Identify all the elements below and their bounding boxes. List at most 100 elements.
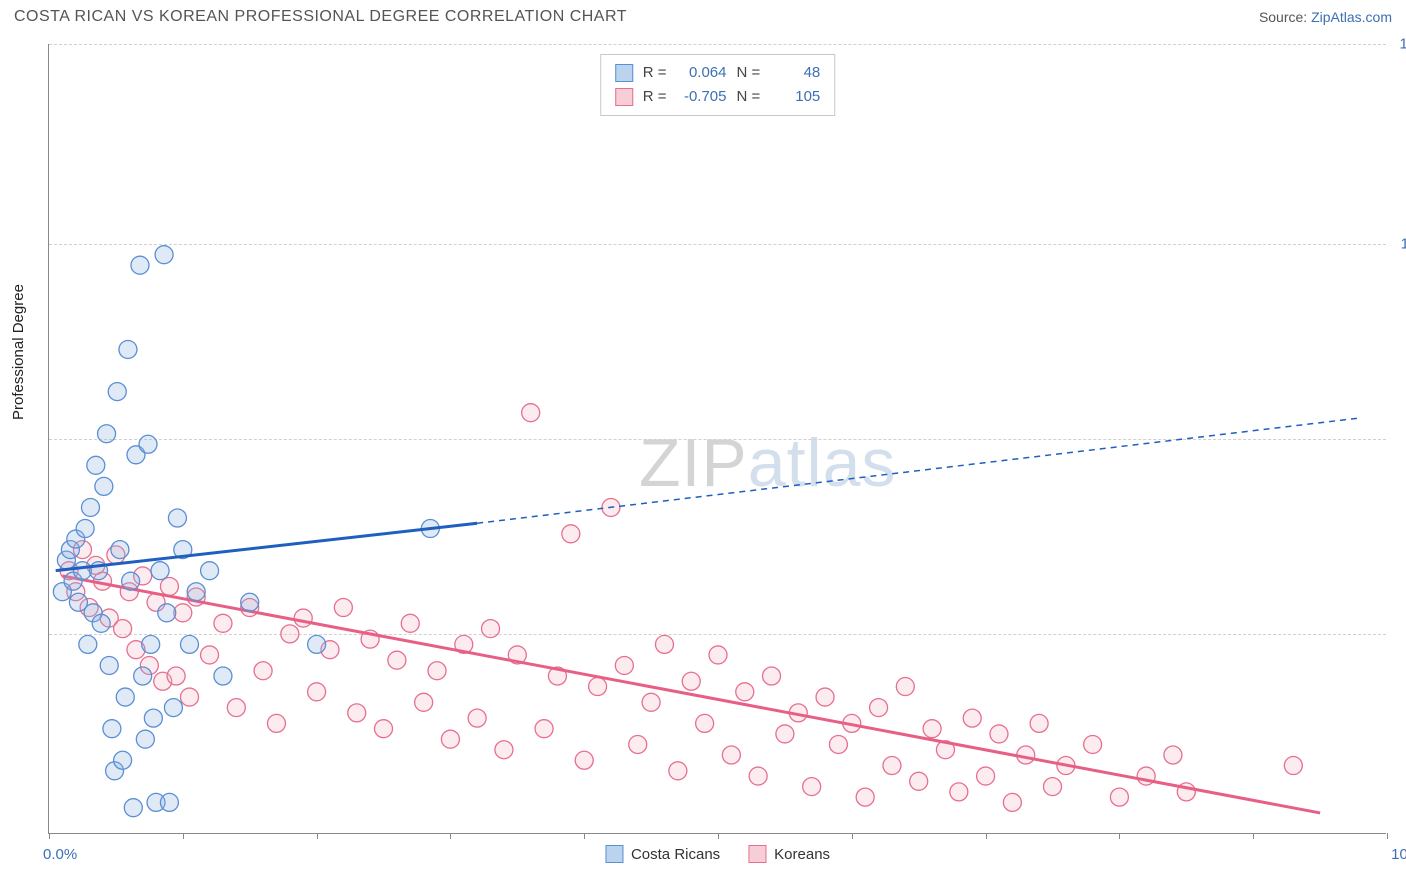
scatter-point (629, 735, 647, 753)
scatter-point (816, 688, 834, 706)
legend-swatch-costa-ricans (605, 845, 623, 863)
scatter-point (896, 678, 914, 696)
scatter-point (776, 725, 794, 743)
scatter-point (254, 662, 272, 680)
ytick-label: 15.0% (1399, 36, 1406, 53)
scatter-point (468, 709, 486, 727)
scatter-point (696, 714, 714, 732)
chart-title: COSTA RICAN VS KOREAN PROFESSIONAL DEGRE… (14, 8, 627, 26)
scatter-point (158, 604, 176, 622)
scatter-point (294, 609, 312, 627)
scatter-point (736, 683, 754, 701)
scatter-point (160, 793, 178, 811)
chart-area: ZIPatlas 3.8%7.5%11.2%15.0% 0.0% 100.0% … (48, 44, 1386, 834)
legend-label-koreans: Koreans (774, 846, 830, 863)
legend-item-costa-ricans: Costa Ricans (605, 845, 720, 863)
scatter-point (134, 667, 152, 685)
scatter-point (589, 678, 607, 696)
xtick (450, 833, 451, 839)
scatter-point (655, 635, 673, 653)
scatter-point (977, 767, 995, 785)
xtick (49, 833, 50, 839)
source-prefix: Source: (1259, 9, 1311, 25)
scatter-point (174, 604, 192, 622)
scatter-point (114, 751, 132, 769)
scatter-point (201, 562, 219, 580)
scatter-point (122, 572, 140, 590)
xtick (986, 833, 987, 839)
scatter-point (923, 720, 941, 738)
scatter-point (168, 509, 186, 527)
scatter-point (950, 783, 968, 801)
scatter-point (870, 699, 888, 717)
scatter-point (883, 757, 901, 775)
scatter-point (482, 620, 500, 638)
scatter-point (388, 651, 406, 669)
scatter-point (910, 772, 928, 790)
scatter-point (1284, 757, 1302, 775)
yaxis-label: Professional Degree (10, 284, 27, 420)
scatter-point (722, 746, 740, 764)
scatter-point (119, 340, 137, 358)
scatter-point (155, 246, 173, 264)
scatter-point (187, 583, 205, 601)
scatter-point (180, 635, 198, 653)
scatter-point (201, 646, 219, 664)
scatter-point (180, 688, 198, 706)
scatter-point (709, 646, 727, 664)
xaxis-min-label: 0.0% (43, 846, 77, 863)
scatter-point (144, 709, 162, 727)
source-link[interactable]: ZipAtlas.com (1311, 9, 1392, 25)
scatter-point (98, 425, 116, 443)
scatter-point (615, 656, 633, 674)
scatter-point (522, 404, 540, 422)
scatter-point (803, 778, 821, 796)
xaxis-max-label: 100.0% (1391, 846, 1406, 863)
legend-item-koreans: Koreans (748, 845, 830, 863)
scatter-point (763, 667, 781, 685)
scatter-point (334, 599, 352, 617)
scatter-point (151, 562, 169, 580)
source-attribution: Source: ZipAtlas.com (1259, 9, 1392, 25)
scatter-point (241, 593, 259, 611)
scatter-point (1110, 788, 1128, 806)
scatter-point (281, 625, 299, 643)
scatter-point (136, 730, 154, 748)
scatter-point (267, 714, 285, 732)
scatter-point (164, 699, 182, 717)
scatter-point (111, 541, 129, 559)
scatter-point (495, 741, 513, 759)
scatter-point (562, 525, 580, 543)
scatter-point (1084, 735, 1102, 753)
scatter-point (441, 730, 459, 748)
scatter-point (124, 799, 142, 817)
xtick (1387, 833, 1388, 839)
scatter-point (167, 667, 185, 685)
scatter-point (682, 672, 700, 690)
scatter-point (73, 562, 91, 580)
scatter-point (214, 614, 232, 632)
scatter-point (415, 693, 433, 711)
scatter-point (535, 720, 553, 738)
scatter-point (1003, 793, 1021, 811)
xtick (183, 833, 184, 839)
scatter-point (375, 720, 393, 738)
scatter-plot-svg (49, 44, 1386, 833)
scatter-point (829, 735, 847, 753)
scatter-point (401, 614, 419, 632)
scatter-point (575, 751, 593, 769)
scatter-point (81, 498, 99, 516)
scatter-point (114, 620, 132, 638)
scatter-point (308, 635, 326, 653)
scatter-point (100, 656, 118, 674)
scatter-point (1164, 746, 1182, 764)
scatter-point (92, 614, 110, 632)
trend-line-dashed (477, 418, 1360, 523)
legend-swatch-koreans (748, 845, 766, 863)
scatter-point (963, 709, 981, 727)
scatter-point (95, 477, 113, 495)
scatter-point (87, 456, 105, 474)
xtick (1253, 833, 1254, 839)
scatter-point (227, 699, 245, 717)
scatter-point (856, 788, 874, 806)
